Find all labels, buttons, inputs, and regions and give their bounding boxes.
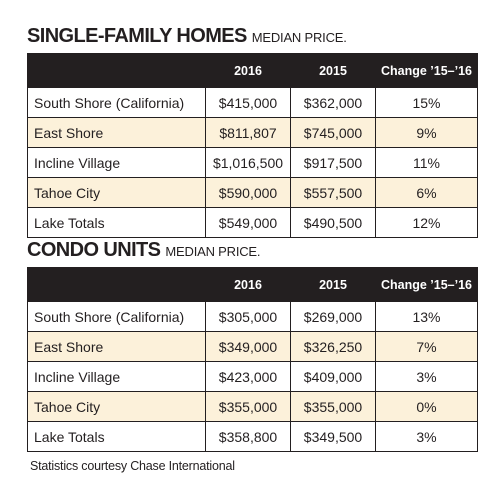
header-row: 2016 2015 Change ’15–’16 (27, 267, 478, 302)
table-row: Lake Totals $358,800 $349,500 3% (27, 421, 478, 452)
table-cell: $349,500 (290, 421, 376, 452)
header-row: 2016 2015 Change ’15–’16 (27, 53, 478, 88)
table-section: SINGLE-FAMILY HOMES MEDIAN PRICE. 2016 2015… (27, 25, 478, 238)
table-cell: $355,000 (290, 391, 376, 422)
header-cell: Change ’15–’16 (375, 267, 478, 302)
table-row: South Shore (California) $415,000 $362,000… (27, 87, 478, 118)
table-cell: $917,500 (290, 147, 376, 178)
table-row: Incline Village $423,000 $409,000 3% (27, 361, 478, 392)
section-header: SINGLE-FAMILY HOMES MEDIAN PRICE. (27, 25, 477, 53)
row-label: East Shore (27, 117, 206, 148)
table-row: Tahoe City $355,000 $355,000 0% (27, 391, 478, 422)
table-cell: $305,000 (205, 301, 291, 332)
row-label: Incline Village (27, 361, 206, 392)
header-cell: 2015 (290, 53, 376, 88)
table-cell: $423,000 (205, 361, 291, 392)
table-row: Incline Village $1,016,500 $917,500 11% (27, 147, 478, 178)
table-cell: $326,250 (290, 331, 376, 362)
table-cell: 9% (375, 117, 478, 148)
footer-note: Statistics courtesy Chase International (30, 459, 235, 473)
table-cell: $590,000 (205, 177, 291, 208)
table-cell: $745,000 (290, 117, 376, 148)
row-label: Incline Village (27, 147, 206, 178)
row-label: Lake Totals (27, 421, 206, 452)
table-cell: 0% (375, 391, 478, 422)
price-table: 2016 2015 Change ’15–’16 South Shore (Calif… (27, 267, 478, 452)
table-cell: 7% (375, 331, 478, 362)
row-label: East Shore (27, 331, 206, 362)
table-cell: $415,000 (205, 87, 291, 118)
table-cell: 13% (375, 301, 478, 332)
table-cell: 12% (375, 207, 478, 238)
table-cell: 6% (375, 177, 478, 208)
table-cell: $269,000 (290, 301, 376, 332)
table-cell: $557,500 (290, 177, 376, 208)
table-cell: $349,000 (205, 331, 291, 362)
table-cell: $358,800 (205, 421, 291, 452)
section-subtitle: MEDIAN PRICE. (165, 244, 261, 259)
table-row: East Shore $811,807 $745,000 9% (27, 117, 478, 148)
header-cell (27, 267, 206, 302)
section-header: CONDO UNITS MEDIAN PRICE. (27, 239, 477, 267)
section-title: SINGLE-FAMILY HOMES (27, 25, 247, 47)
row-label: Lake Totals (27, 207, 206, 238)
table-cell: 3% (375, 421, 478, 452)
price-table: 2016 2015 Change ’15–’16 South Shore (Calif… (27, 53, 478, 238)
table-section: CONDO UNITS MEDIAN PRICE. 2016 2015 Change ’… (27, 239, 478, 452)
header-cell: 2015 (290, 267, 376, 302)
row-label: South Shore (California) (27, 87, 206, 118)
table-cell: $355,000 (205, 391, 291, 422)
table-row: South Shore (California) $305,000 $269,000… (27, 301, 478, 332)
table-cell: $1,016,500 (205, 147, 291, 178)
row-label: Tahoe City (27, 391, 206, 422)
table-cell: 15% (375, 87, 478, 118)
table-cell: 11% (375, 147, 478, 178)
header-cell: 2016 (205, 267, 291, 302)
table-row: Lake Totals $549,000 $490,500 12% (27, 207, 478, 238)
section-title: CONDO UNITS (27, 239, 161, 261)
table-cell: $549,000 (205, 207, 291, 238)
header-cell: Change ’15–’16 (375, 53, 478, 88)
header-cell (27, 53, 206, 88)
table-cell: $362,000 (290, 87, 376, 118)
header-cell: 2016 (205, 53, 291, 88)
table-cell: $409,000 (290, 361, 376, 392)
table-cell: $811,807 (205, 117, 291, 148)
table-row: East Shore $349,000 $326,250 7% (27, 331, 478, 362)
section-subtitle: MEDIAN PRICE. (251, 30, 347, 45)
table-cell: $490,500 (290, 207, 376, 238)
table-row: Tahoe City $590,000 $557,500 6% (27, 177, 478, 208)
row-label: Tahoe City (27, 177, 206, 208)
row-label: South Shore (California) (27, 301, 206, 332)
table-cell: 3% (375, 361, 478, 392)
